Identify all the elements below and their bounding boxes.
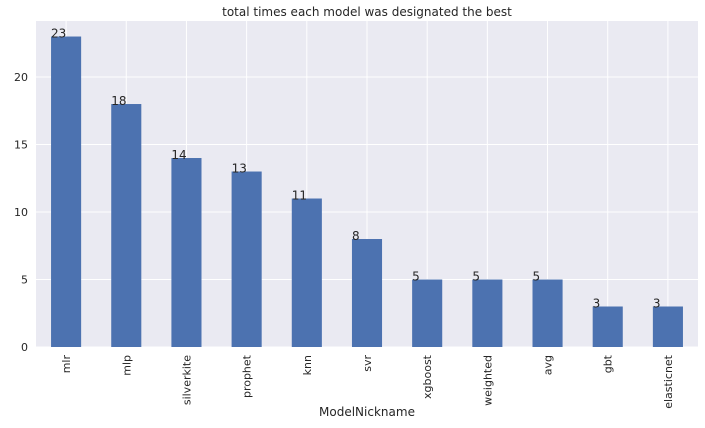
chart-title: total times each model was designated th…	[222, 5, 512, 19]
x-tick-label-silverkite: silverkite	[180, 355, 193, 405]
bar-xgboost	[412, 279, 443, 347]
x-tick-label-mlp: mlp	[120, 355, 133, 376]
y-tick-label: 15	[14, 139, 28, 152]
data-label-svr: 8	[352, 229, 360, 243]
data-label-elasticnet: 3	[653, 297, 661, 311]
x-tick-label-avg: avg	[542, 355, 555, 375]
data-label-xgboost: 5	[412, 270, 420, 284]
x-tick-label-elasticnet: elasticnet	[662, 354, 675, 408]
data-labels: 23 18 14 13 11 8 5 5 5 3 3	[51, 27, 660, 311]
y-tick-label: 20	[14, 71, 28, 84]
bar-gbt	[592, 306, 623, 347]
y-tick-label: 0	[21, 341, 28, 354]
bar-silverkite	[171, 158, 202, 347]
x-tick-label-gbt: gbt	[602, 354, 615, 373]
x-axis-label: ModelNickname	[319, 405, 415, 419]
data-label-weighted: 5	[472, 270, 480, 284]
y-tick-label: 10	[14, 206, 28, 219]
bar-mlr	[51, 36, 82, 348]
x-tick-label-knn: knn	[301, 355, 314, 375]
data-label-silverkite: 14	[171, 148, 186, 162]
bar-mlp	[111, 104, 142, 347]
x-tick-label-prophet: prophet	[241, 354, 254, 398]
x-tick-label-weighted: weighted	[481, 355, 494, 406]
data-label-avg: 5	[533, 270, 541, 284]
x-tick-label-xgboost: xgboost	[421, 354, 434, 399]
bar-avg	[532, 279, 563, 347]
data-label-knn: 11	[292, 189, 307, 203]
y-tick-label: 5	[21, 274, 28, 287]
bar-elasticnet	[652, 306, 683, 347]
x-tick-label-svr: svr	[361, 355, 374, 372]
data-label-mlp: 18	[111, 94, 126, 108]
bar-knn	[291, 198, 322, 347]
bar-weighted	[472, 279, 503, 347]
x-axis-ticks: mlr mlp silverkite prophet knn svr xgboost weig…	[60, 354, 675, 408]
bar-svr	[351, 239, 383, 347]
y-axis-ticks: 0 5 10 15 20	[14, 71, 28, 354]
data-label-mlr: 23	[51, 27, 66, 41]
bars	[51, 36, 683, 348]
data-label-gbt: 3	[593, 297, 601, 311]
data-label-prophet: 13	[232, 162, 247, 176]
x-tick-label-mlr: mlr	[60, 355, 73, 374]
bar-prophet	[231, 171, 262, 347]
